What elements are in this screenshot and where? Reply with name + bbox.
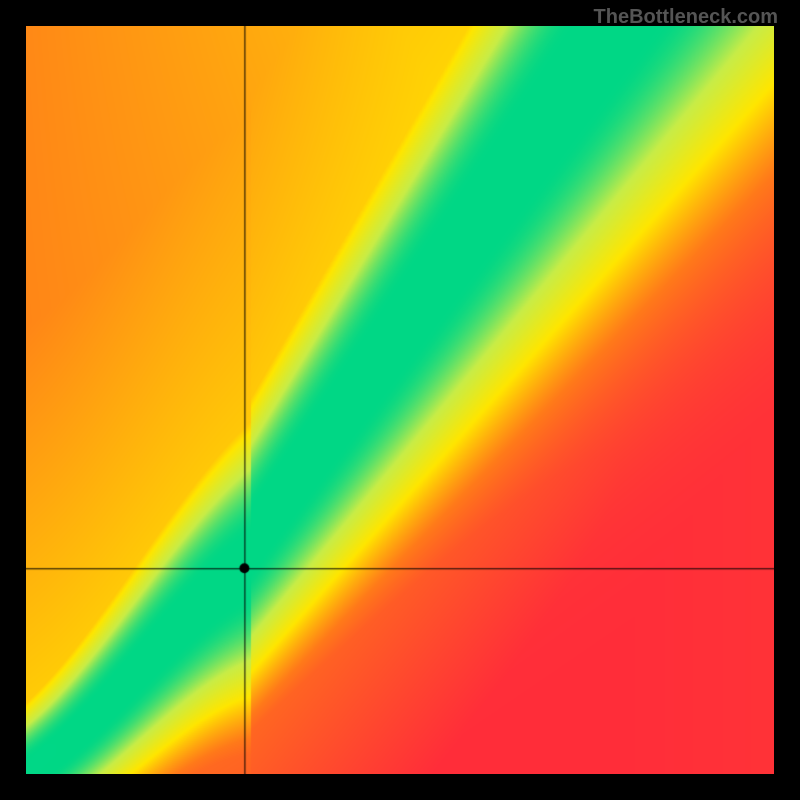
border-right [774, 0, 800, 800]
crosshair-overlay [26, 26, 774, 774]
attribution-text: TheBottleneck.com [594, 6, 778, 29]
border-bottom [0, 774, 800, 800]
border-left [0, 0, 26, 800]
chart-container: TheBottleneck.com [0, 0, 800, 800]
